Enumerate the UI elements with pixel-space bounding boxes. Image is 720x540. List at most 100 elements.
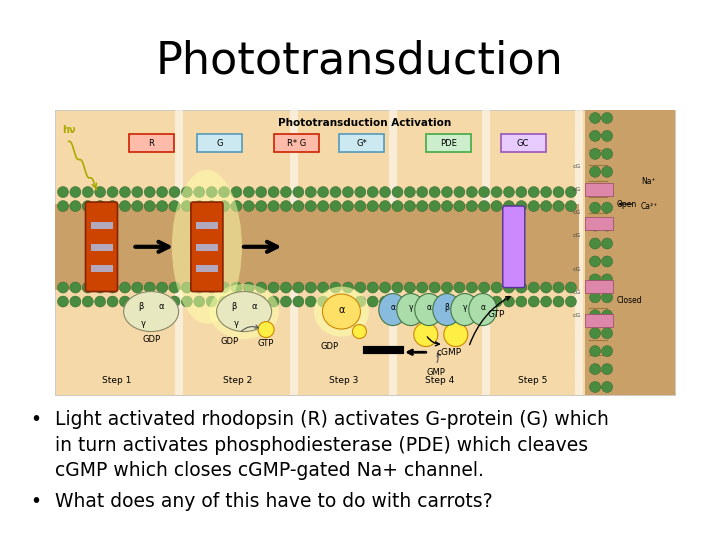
Circle shape [541, 200, 552, 212]
Circle shape [479, 296, 490, 307]
Circle shape [194, 186, 204, 198]
Circle shape [281, 186, 292, 198]
Circle shape [379, 200, 390, 212]
Circle shape [367, 200, 378, 212]
Text: G: G [216, 138, 222, 147]
Circle shape [590, 346, 600, 356]
Circle shape [305, 200, 316, 212]
Circle shape [503, 282, 515, 293]
FancyBboxPatch shape [86, 202, 117, 292]
Ellipse shape [397, 294, 425, 326]
Text: R* G: R* G [287, 138, 307, 147]
Circle shape [528, 186, 539, 198]
Text: GTP: GTP [487, 310, 505, 319]
FancyBboxPatch shape [500, 134, 546, 152]
Circle shape [590, 310, 600, 321]
Text: Step 3: Step 3 [328, 376, 358, 385]
Circle shape [107, 296, 118, 307]
Circle shape [343, 296, 354, 307]
Circle shape [281, 282, 292, 293]
Circle shape [330, 282, 341, 293]
Circle shape [454, 200, 465, 212]
Circle shape [181, 186, 192, 198]
Circle shape [602, 363, 613, 375]
Circle shape [528, 296, 539, 307]
Circle shape [107, 282, 118, 293]
Text: γ: γ [462, 303, 467, 312]
Text: Step 5: Step 5 [518, 376, 547, 385]
Circle shape [590, 256, 600, 267]
Text: G*: G* [356, 138, 367, 147]
Ellipse shape [124, 292, 179, 332]
Circle shape [94, 200, 106, 212]
Circle shape [355, 282, 366, 293]
Circle shape [602, 166, 613, 177]
Circle shape [82, 296, 94, 307]
FancyBboxPatch shape [274, 134, 319, 152]
Circle shape [132, 296, 143, 307]
Bar [289, 110, 297, 395]
Text: α: α [338, 305, 345, 314]
Text: Phototransduction Activation: Phototransduction Activation [279, 118, 451, 128]
Circle shape [157, 282, 168, 293]
FancyBboxPatch shape [197, 134, 242, 152]
Circle shape [243, 282, 254, 293]
Circle shape [602, 112, 613, 124]
Text: Step 4: Step 4 [425, 376, 454, 385]
Circle shape [405, 200, 415, 212]
Circle shape [206, 282, 217, 293]
Text: α: α [426, 303, 431, 312]
Circle shape [120, 200, 130, 212]
Text: Ca²⁺: Ca²⁺ [641, 202, 658, 211]
Circle shape [590, 328, 600, 339]
FancyBboxPatch shape [129, 134, 174, 152]
Circle shape [602, 274, 613, 285]
Circle shape [405, 296, 415, 307]
Bar [482, 110, 490, 395]
Circle shape [144, 296, 156, 307]
Circle shape [565, 296, 577, 307]
Circle shape [132, 200, 143, 212]
Circle shape [429, 296, 440, 307]
Circle shape [169, 186, 180, 198]
Circle shape [541, 186, 552, 198]
Circle shape [602, 184, 613, 195]
Circle shape [94, 296, 106, 307]
Circle shape [417, 186, 428, 198]
Circle shape [467, 186, 477, 198]
Circle shape [243, 296, 254, 307]
Circle shape [181, 296, 192, 307]
Text: Open: Open [617, 200, 637, 208]
Circle shape [590, 202, 600, 213]
Circle shape [318, 200, 328, 212]
Circle shape [330, 296, 341, 307]
Circle shape [602, 346, 613, 356]
Circle shape [405, 282, 415, 293]
Circle shape [379, 186, 390, 198]
Circle shape [318, 296, 328, 307]
Bar [585, 280, 613, 293]
Circle shape [58, 186, 68, 198]
Ellipse shape [451, 294, 479, 326]
Circle shape [268, 296, 279, 307]
Circle shape [194, 282, 204, 293]
Circle shape [318, 282, 328, 293]
Text: Step 2: Step 2 [223, 376, 253, 385]
Circle shape [194, 296, 204, 307]
Circle shape [181, 200, 192, 212]
Circle shape [181, 282, 192, 293]
Circle shape [107, 186, 118, 198]
Circle shape [82, 200, 94, 212]
Circle shape [120, 296, 130, 307]
Circle shape [355, 186, 366, 198]
Circle shape [590, 184, 600, 195]
Circle shape [144, 282, 156, 293]
Circle shape [353, 325, 366, 339]
Text: α: α [390, 303, 395, 312]
Circle shape [602, 328, 613, 339]
Circle shape [602, 292, 613, 303]
Circle shape [70, 282, 81, 293]
Text: cG: cG [572, 233, 581, 238]
Circle shape [58, 282, 68, 293]
Text: GC: GC [517, 138, 529, 147]
